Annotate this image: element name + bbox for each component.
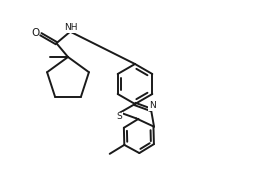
Text: N: N — [149, 101, 155, 110]
Text: NH: NH — [64, 23, 78, 32]
Text: S: S — [116, 112, 122, 121]
Text: O: O — [32, 28, 40, 38]
